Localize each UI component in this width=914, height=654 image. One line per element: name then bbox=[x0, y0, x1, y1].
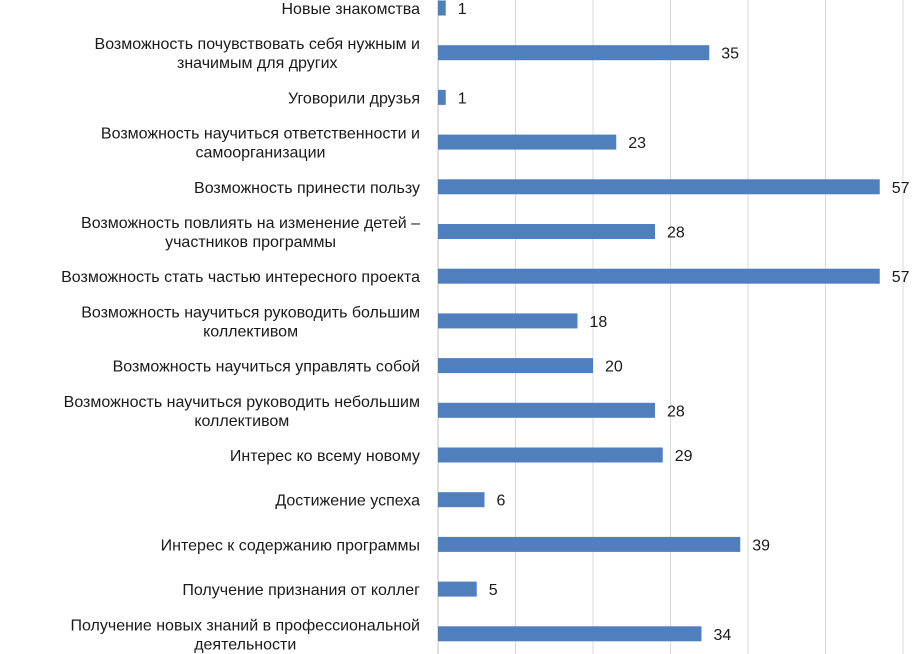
category-label: Достижение успеха bbox=[275, 493, 420, 510]
data-label: 57 bbox=[892, 180, 910, 197]
category-label: Возможность научиться руководить большим bbox=[81, 304, 420, 321]
data-label: 1 bbox=[458, 1, 467, 18]
category-label: Получение признания от коллег bbox=[182, 582, 420, 599]
category-label: коллективом bbox=[203, 323, 298, 340]
data-label: 29 bbox=[675, 448, 693, 465]
category-label: участников программы bbox=[165, 234, 336, 251]
data-label: 34 bbox=[714, 627, 732, 644]
bar bbox=[438, 581, 477, 597]
data-label: 35 bbox=[721, 46, 739, 63]
category-label: Возможность стать частью интересного про… bbox=[61, 269, 420, 286]
bar bbox=[438, 134, 617, 150]
category-label: Уговорили друзья bbox=[288, 90, 420, 107]
data-label: 6 bbox=[497, 493, 506, 510]
data-label: 39 bbox=[752, 537, 770, 554]
data-label: 57 bbox=[892, 269, 910, 286]
data-label: 5 bbox=[489, 582, 498, 599]
value-labels: 1 35 1 23 57 28 57 18 20 28 29 6 39 5 34 bbox=[458, 1, 910, 644]
category-label: Возможность научиться ответственности и bbox=[101, 126, 420, 143]
data-label: 1 bbox=[458, 90, 467, 107]
category-label: Возможность почувствовать себя нужным и bbox=[95, 36, 420, 53]
category-labels: Новые знакомства Возможность почувствоват… bbox=[61, 1, 420, 653]
bar bbox=[438, 447, 663, 463]
bar bbox=[438, 626, 702, 642]
category-label: Получение новых знаний в профессионально… bbox=[70, 617, 420, 634]
category-label: Возможность принести пользу bbox=[194, 180, 420, 197]
data-label: 18 bbox=[590, 314, 608, 331]
category-label: самоорганизации bbox=[195, 145, 325, 162]
bar bbox=[438, 45, 710, 61]
data-label: 23 bbox=[628, 135, 646, 152]
category-label: Возможность повлиять на изменение детей … bbox=[81, 215, 420, 232]
bar bbox=[438, 89, 446, 105]
category-label: коллективом bbox=[194, 413, 289, 430]
category-label: Интерес к содержанию программы bbox=[161, 537, 420, 554]
bar bbox=[438, 313, 578, 329]
category-label: Интерес ко всему новому bbox=[230, 448, 420, 465]
bars bbox=[438, 0, 880, 642]
category-label: Возможность научиться руководить небольш… bbox=[64, 394, 420, 411]
category-label: значимым для других bbox=[177, 55, 338, 72]
bar bbox=[438, 268, 880, 284]
category-label: Новые знакомства bbox=[282, 1, 421, 18]
data-label: 28 bbox=[667, 403, 685, 420]
bar bbox=[438, 536, 741, 552]
bar bbox=[438, 179, 880, 195]
data-label: 20 bbox=[605, 359, 623, 376]
bar bbox=[438, 492, 485, 508]
category-label: Возможность научиться управлять собой bbox=[113, 359, 420, 376]
data-label: 28 bbox=[667, 225, 685, 242]
bar bbox=[438, 0, 446, 16]
grid-lines bbox=[437, 0, 904, 654]
bar bbox=[438, 358, 593, 374]
category-label: деятельности bbox=[194, 636, 296, 653]
bar bbox=[438, 224, 655, 239]
bar bbox=[438, 402, 655, 418]
